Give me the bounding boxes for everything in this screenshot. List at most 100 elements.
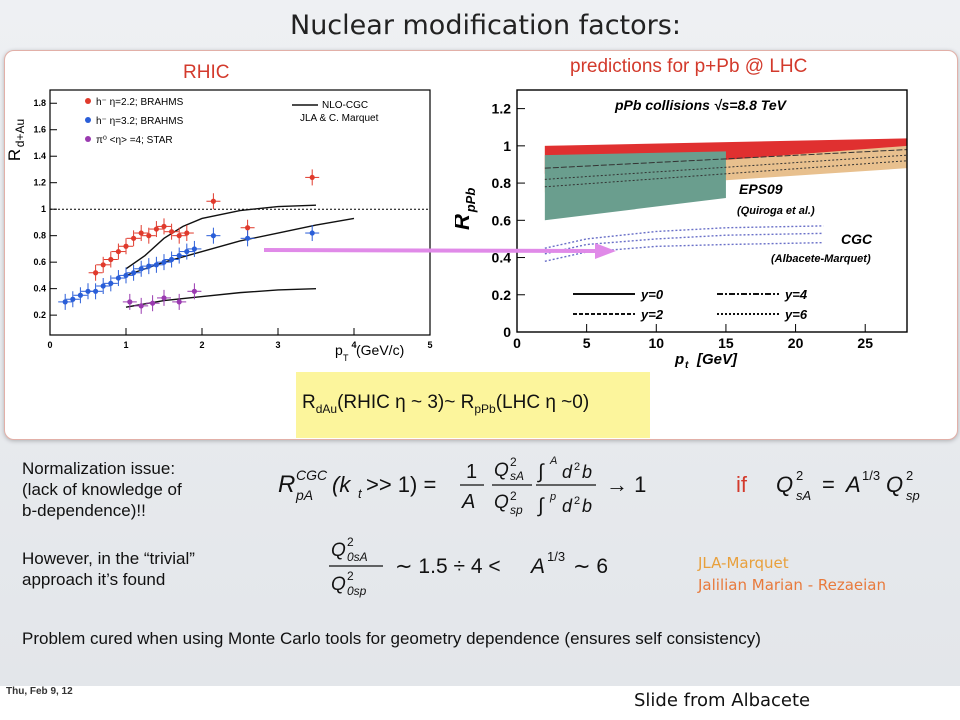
svg-text:0sp: 0sp xyxy=(347,584,367,598)
y-tick-label: 0.2 xyxy=(492,287,512,303)
author-list: JLA-Marquet Jalilian Marian - Rezaeian xyxy=(698,552,886,596)
data-point xyxy=(115,275,121,281)
svg-text:A: A xyxy=(529,555,545,578)
y-axis-label: R xyxy=(5,149,24,161)
data-point xyxy=(176,299,182,305)
data-point xyxy=(309,174,315,181)
formula-if: if xyxy=(736,472,748,497)
svg-text:sA: sA xyxy=(796,488,811,503)
model-legend-label: NLO-CGC xyxy=(322,100,368,111)
svg-text:1/3: 1/3 xyxy=(547,549,565,564)
band-green xyxy=(544,151,726,221)
rhic-heading: RHIC xyxy=(183,62,230,83)
svg-text:∫: ∫ xyxy=(537,461,545,483)
data-point xyxy=(123,272,129,279)
svg-text:b: b xyxy=(582,496,592,516)
svg-text:sp: sp xyxy=(906,488,920,503)
cgc-curve xyxy=(125,287,317,308)
legend-marker xyxy=(85,136,91,142)
comparison-arrow xyxy=(263,243,616,259)
data-point xyxy=(100,283,106,289)
cgc-curve xyxy=(544,225,824,249)
data-point xyxy=(161,259,167,265)
trivial-text: However, in the “trivial” approach it’s … xyxy=(22,548,195,590)
svg-text:b: b xyxy=(582,462,592,482)
x-axis-label-unit: (GeV/c) xyxy=(356,342,404,358)
x-axis-label-sub: T xyxy=(343,353,349,363)
y-tick-label: 0.4 xyxy=(492,250,512,266)
trivial-line-1: However, in the “trivial” xyxy=(22,549,195,568)
legend-label: y=2 xyxy=(640,307,664,322)
svg-text:Q: Q xyxy=(494,492,509,513)
data-point xyxy=(210,233,216,239)
y-tick-label: 0.8 xyxy=(492,175,512,191)
data-point xyxy=(115,248,121,255)
legend-label: h⁻ η=2.2; BRAHMS xyxy=(96,97,184,108)
svg-text:1/3: 1/3 xyxy=(862,468,880,483)
data-point xyxy=(153,226,159,232)
data-point xyxy=(108,280,114,286)
data-point xyxy=(184,248,190,255)
y-tick-label: 0.6 xyxy=(492,212,512,228)
svg-text:∫: ∫ xyxy=(537,495,545,517)
svg-text:p: p xyxy=(549,491,556,503)
eps09-curve xyxy=(544,160,908,188)
legend-label: y=6 xyxy=(784,307,808,322)
problem-text: Problem cured when using Monte Carlo too… xyxy=(22,629,761,648)
author-jla-marquet: JLA-Marquet xyxy=(698,554,789,572)
y-tick-label: 0.2 xyxy=(33,310,46,320)
svg-text:2: 2 xyxy=(347,569,354,583)
data-point xyxy=(150,300,156,306)
svg-text:Q: Q xyxy=(886,472,903,497)
x-tick-label: 0 xyxy=(513,335,521,351)
data-point xyxy=(191,288,197,294)
data-point xyxy=(161,295,167,301)
svg-text:sA: sA xyxy=(510,469,524,483)
data-point xyxy=(153,262,159,268)
svg-text:(k: (k xyxy=(332,472,351,497)
data-point xyxy=(85,288,91,294)
model-legend-author: JLA & C. Marquet xyxy=(300,113,379,124)
data-point xyxy=(309,230,315,236)
rhic-chart: 0 1 2 3 4 5 0.2 0.4 0.6 0.8 1 1.2 1.4 1.6 1.8 h⁻ η=2.2;… xyxy=(5,89,433,363)
author-jalilian-rezaeian: Jalilian Marian - Rezaeian xyxy=(698,576,887,594)
normalization-line-2: (lack of knowledge of xyxy=(22,480,182,499)
x-tick-label: 25 xyxy=(857,335,873,351)
data-point xyxy=(70,296,76,302)
data-point xyxy=(93,288,99,294)
data-point xyxy=(176,252,182,259)
x-tick-label: 20 xyxy=(788,335,804,351)
data-point xyxy=(138,266,144,272)
data-point xyxy=(77,292,83,298)
data-point xyxy=(131,270,137,276)
data-point xyxy=(176,233,182,239)
data-point xyxy=(93,270,99,276)
svg-text:2: 2 xyxy=(347,535,354,549)
x-tick-label: 15 xyxy=(718,335,734,351)
slide-credit: Slide from Albacete xyxy=(634,690,811,711)
svg-text:2: 2 xyxy=(574,495,580,507)
x-tick-label: 2 xyxy=(199,340,204,350)
comparison-formula: RdAu(RHIC η ~ 3)~ RpPb(LHC η ~0) xyxy=(302,392,590,416)
label-cgc: CGC xyxy=(841,231,873,247)
ratio-formula: Q 2 0sA Q 2 0sp ∼ 1.5 ÷ 4 < A 1/3 ∼ 6 xyxy=(329,535,608,598)
svg-text:pA: pA xyxy=(295,487,313,503)
svg-text:A: A xyxy=(549,455,557,467)
data-point xyxy=(210,198,216,204)
x-axis-label: p xyxy=(674,351,684,368)
svg-text:Q: Q xyxy=(494,460,509,481)
svg-text:A: A xyxy=(461,491,475,513)
svg-text:d: d xyxy=(562,462,573,482)
y-axis-label-sub: pPb xyxy=(463,188,478,214)
svg-text:Q: Q xyxy=(331,574,346,595)
data-point xyxy=(108,256,114,263)
y-tick-label: 1 xyxy=(41,204,46,214)
x-axis-label-unit: [GeV] xyxy=(696,351,738,368)
x-tick-label: 4 xyxy=(351,340,356,350)
svg-text:2: 2 xyxy=(510,455,517,469)
data-point xyxy=(131,235,137,241)
x-axis-label-sub: t xyxy=(685,360,689,371)
data-point xyxy=(161,223,167,230)
svg-text:sp: sp xyxy=(510,503,523,517)
data-point xyxy=(191,246,197,252)
